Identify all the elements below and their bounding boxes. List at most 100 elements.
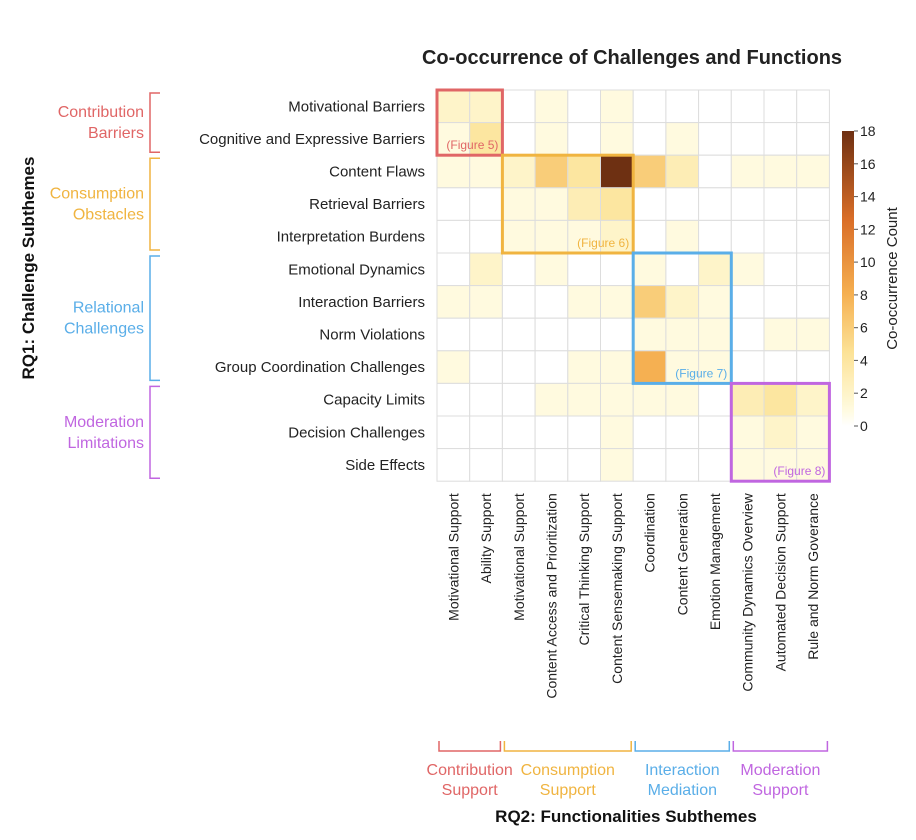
heatmap-cell	[632, 285, 667, 319]
heatmap-cell	[632, 448, 667, 482]
column-group-label: Support	[540, 782, 597, 799]
heatmap-cell	[632, 317, 667, 352]
column-label: Rule and Norm Goverance	[805, 493, 821, 660]
column-group-bracket	[503, 741, 632, 752]
row-label: Group Coordination Challenges	[215, 359, 425, 376]
heatmap-cell	[501, 187, 536, 221]
heatmap-cell	[469, 89, 503, 124]
heatmap-cell	[501, 317, 536, 352]
heatmap-cell	[501, 350, 536, 384]
heatmap-cell	[501, 219, 536, 254]
figure-reference-label: (Figure 7)	[675, 366, 727, 380]
heatmap-cell	[665, 317, 700, 352]
colorbar-tick-label: 6	[860, 320, 868, 336]
colorbar-tick-label: 16	[860, 156, 876, 172]
colorbar-tick-label: 12	[860, 221, 876, 237]
heatmap-cell	[501, 415, 536, 450]
highlight-box	[435, 88, 504, 157]
column-group-brackets: Contribution Support Consumption Support Int…	[427, 741, 829, 799]
heatmap-cell	[534, 415, 569, 450]
heatmap-cell	[730, 317, 765, 352]
column-label: Content Access and Prioritization	[544, 493, 560, 698]
heatmap-cell	[534, 122, 569, 156]
row-label: Interpretation Burdens	[277, 229, 425, 246]
heatmap-cell	[665, 122, 700, 156]
heatmap-cell	[698, 219, 732, 254]
heatmap-cell	[469, 415, 503, 450]
heatmap-cell	[632, 219, 667, 254]
heatmap-cell	[665, 219, 700, 254]
colorbar: 18 16 14 12 10 8 6 4 2 0 Co-occurrence Count	[842, 123, 901, 434]
heatmap-cell	[698, 154, 732, 189]
heatmap-cell	[698, 187, 732, 221]
figure-reference-label: (Figure 5)	[446, 138, 498, 152]
heatmap-cell	[534, 187, 569, 221]
heatmap-cell	[698, 317, 732, 352]
colorbar-label: Co-occurrence Count	[884, 206, 901, 349]
colorbar-tick-label: 2	[860, 385, 868, 401]
colorbar-tick-label: 8	[860, 287, 868, 303]
column-label: Coordination	[642, 493, 658, 572]
heatmap-cell	[501, 252, 536, 287]
column-label: Motivational Support	[511, 493, 527, 621]
heatmap-cell	[730, 219, 765, 254]
heatmap-cell	[763, 219, 798, 254]
heatmap-cell	[698, 122, 732, 156]
colorbar-tick-label: 4	[860, 352, 868, 368]
heatmap-cell	[600, 122, 634, 156]
heatmap-cell	[436, 415, 471, 450]
heatmap-cell	[469, 122, 503, 156]
column-label: Critical Thinking Support	[576, 493, 592, 645]
column-label: Ability Support	[478, 493, 494, 583]
row-label: Emotional Dynamics	[288, 261, 425, 278]
heatmap-cell	[567, 317, 601, 352]
column-group-label: Moderation	[740, 762, 820, 779]
row-label: Retrieval Barriers	[309, 196, 425, 213]
row-group-bracket	[149, 385, 160, 479]
heatmap-cell	[567, 122, 601, 156]
heatmap-cell	[698, 350, 732, 384]
heatmap-cell	[567, 382, 601, 417]
column-label: Content Generation	[674, 493, 690, 615]
column-group-label: Contribution	[427, 762, 513, 779]
heatmap-cell	[534, 252, 569, 287]
heatmap-cell	[763, 382, 798, 417]
heatmap-cell	[436, 350, 471, 384]
heatmap-cells	[436, 89, 830, 482]
heatmap-cell	[600, 317, 634, 352]
row-label: Cognitive and Expressive Barriers	[199, 131, 425, 148]
heatmap-cell	[665, 448, 700, 482]
row-group-bracket	[149, 157, 160, 251]
row-label: Capacity Limits	[323, 392, 425, 409]
column-group-label: Support	[752, 782, 809, 799]
heatmap-cell	[763, 89, 798, 124]
column-label: Content Sensemaking Support	[609, 493, 625, 684]
heatmap-cell	[632, 89, 667, 124]
column-group-label: Consumption	[521, 762, 615, 779]
heatmap-cell	[763, 252, 798, 287]
highlight-box	[631, 251, 733, 385]
heatmap-cell	[665, 187, 700, 221]
heatmap-cell	[469, 219, 503, 254]
heatmap-cell	[763, 285, 798, 319]
heatmap-cell	[796, 382, 830, 417]
row-group-brackets: Contribution Barriers Consumption Obstacles…	[50, 92, 160, 479]
heatmap-cell	[698, 252, 732, 287]
column-group-label: Support	[442, 782, 499, 799]
heatmap-cell	[796, 252, 830, 287]
heatmap-cell	[730, 415, 765, 450]
heatmap-cell	[698, 448, 732, 482]
colorbar-tick-label: 14	[860, 189, 876, 205]
row-group-bracket	[149, 255, 160, 382]
heatmap-cell	[632, 252, 667, 287]
heatmap-cell	[469, 448, 503, 482]
row-group-label: Relational	[73, 300, 144, 317]
heatmap-cell	[763, 187, 798, 221]
heatmap-cell	[600, 285, 634, 319]
highlight-box	[500, 153, 635, 255]
heatmap-cell	[469, 317, 503, 352]
highlight-boxes: (Figure 5) (Figure 6) (Figure 7) (Figure 8)	[435, 88, 831, 483]
colorbar-tick-label: 10	[860, 254, 876, 270]
column-label: Automated Decision Support	[772, 493, 788, 671]
